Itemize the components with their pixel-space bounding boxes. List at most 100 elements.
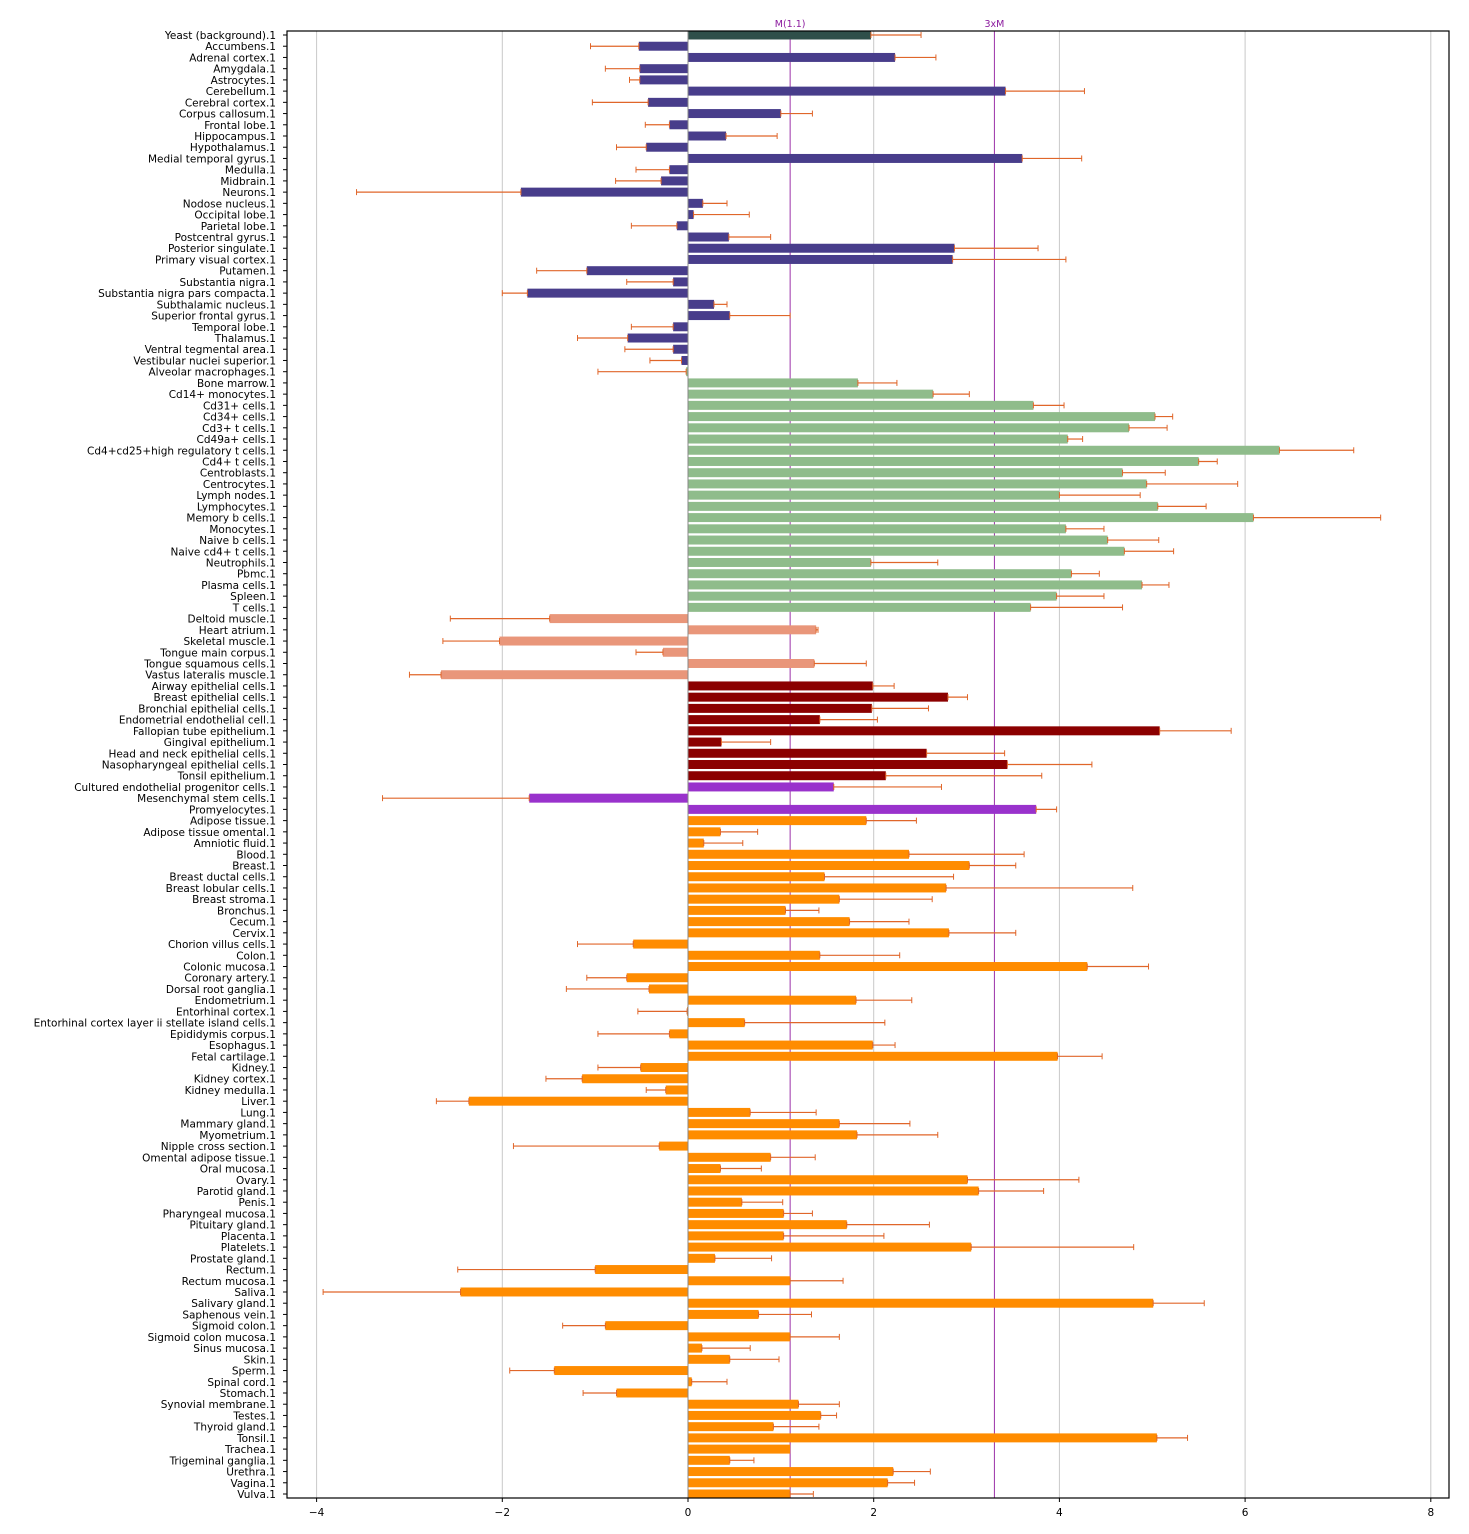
category-label: Mammary gland.1: [180, 1119, 276, 1131]
bar: [688, 535, 1108, 545]
x-tick-label: 8: [1427, 1507, 1434, 1519]
bar: [688, 1433, 1157, 1443]
bar: [626, 973, 688, 983]
category-label: Sigmoid colon.1: [192, 1321, 276, 1333]
bar: [688, 748, 927, 758]
bar: [468, 1096, 688, 1106]
bar: [582, 1074, 688, 1084]
bar: [688, 30, 871, 40]
bar: [520, 187, 688, 197]
category-label: Myometrium.1: [199, 1130, 276, 1142]
bar: [688, 1478, 888, 1488]
category-label: Vagina.1: [231, 1478, 277, 1490]
category-label: Skeletal muscle.1: [183, 636, 276, 648]
bar: [688, 1309, 759, 1319]
bar: [605, 1321, 688, 1331]
bar: [688, 1152, 771, 1162]
category-label: Breast lobular cells.1: [166, 883, 276, 895]
bar: [688, 1175, 968, 1185]
category-label: Neutrophils.1: [206, 557, 276, 569]
bar: [688, 1489, 791, 1499]
x-tick-label: 4: [1056, 1507, 1063, 1519]
bar: [688, 52, 896, 62]
bar: [688, 872, 825, 882]
x-tick-label: −2: [495, 1507, 510, 1519]
category-label: Rectum mucosa.1: [182, 1276, 276, 1288]
bar: [688, 849, 909, 859]
bar: [688, 861, 970, 870]
category-label: Putamen.1: [219, 266, 276, 278]
bar: [688, 546, 1125, 556]
bar: [648, 97, 688, 107]
bar: [688, 580, 1143, 590]
category-label: Trachea.1: [224, 1444, 276, 1456]
bar: [688, 1051, 1058, 1061]
category-label: Cd31+ cells.1: [203, 400, 276, 412]
category-label: Kidney medulla.1: [185, 1085, 276, 1097]
category-label: Cd14+ monocytes.1: [169, 389, 276, 401]
category-label: Bone marrow.1: [197, 378, 276, 390]
category-label: Promyelocytes.1: [189, 804, 276, 816]
category-label: Postcentral gyrus.1: [175, 232, 276, 244]
category-label: Alveolar macrophages.1: [148, 367, 276, 379]
category-label: Parietal lobe.1: [201, 221, 276, 233]
category-label: Lung.1: [240, 1107, 276, 1119]
bar: [688, 311, 730, 321]
category-label: Entorhinal cortex.1: [176, 1006, 276, 1018]
bar: [688, 232, 729, 242]
category-label: Spinal cord.1: [207, 1377, 276, 1389]
bar: [646, 142, 688, 152]
category-label: Amniotic fluid.1: [194, 838, 276, 850]
bar: [616, 1388, 688, 1398]
category-label: Penis.1: [239, 1197, 276, 1209]
category-label: Adrenal cortex.1: [189, 52, 276, 64]
category-label: Posterior singulate.1: [168, 243, 276, 255]
category-label: Testes.1: [232, 1410, 276, 1422]
category-label: Pbmc.1: [237, 569, 276, 581]
bar: [688, 524, 1066, 534]
category-label: Plasma cells.1: [201, 580, 276, 592]
reference-line-label: M(1.1): [775, 19, 806, 30]
category-label: Frontal lobe.1: [204, 120, 276, 132]
bar: [688, 210, 694, 220]
bar: [688, 389, 934, 399]
plot-frame: [286, 30, 1450, 1499]
category-label: Colonic mucosa.1: [183, 962, 276, 974]
category-label: Corpus callosum.1: [179, 109, 276, 121]
category-label: Spleen.1: [230, 591, 276, 603]
category-label: Neurons.1: [222, 187, 276, 199]
bar: [529, 793, 688, 803]
category-label: Prostate gland.1: [190, 1253, 276, 1265]
category-label: Synovial membrane.1: [161, 1399, 276, 1411]
category-label: Cd3+ t cells.1: [202, 423, 276, 435]
bar: [688, 1130, 857, 1140]
bar: [688, 737, 722, 747]
bar: [688, 400, 1034, 410]
bar: [681, 355, 688, 365]
bar: [688, 412, 1156, 422]
bar: [688, 243, 955, 253]
category-label: Lymphocytes.1: [197, 501, 276, 513]
category-label: Ventral tegmental area.1: [145, 344, 276, 356]
category-label: Endometrium.1: [195, 995, 276, 1007]
category-label: Adipose tissue omental.1: [143, 827, 276, 839]
bar: [688, 423, 1130, 433]
category-label: Memory b cells.1: [186, 513, 276, 525]
bar: [688, 1298, 1154, 1308]
bar: [688, 715, 820, 725]
bar: [688, 569, 1072, 579]
reference-lines: M(1.1) 3xM: [775, 19, 1004, 1498]
bar: [688, 109, 781, 119]
bar: [554, 1366, 688, 1376]
bar: [665, 1085, 688, 1095]
bar: [688, 962, 1088, 972]
category-label: Endometrial endothelial cell.1: [119, 715, 276, 727]
bar: [639, 75, 688, 85]
category-label: Hippocampus.1: [194, 131, 276, 143]
bar: [688, 827, 721, 837]
bar: [688, 1186, 979, 1196]
category-label: T cells.1: [232, 602, 276, 614]
category-label: Sperm.1: [232, 1366, 276, 1378]
bar: [595, 1265, 688, 1275]
